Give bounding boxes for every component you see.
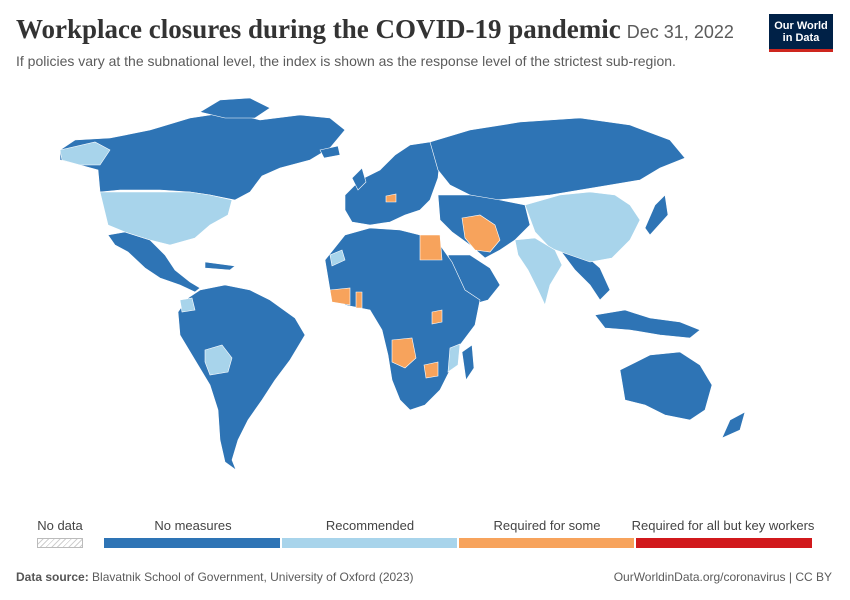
legend-no-data-swatch[interactable] bbox=[37, 538, 83, 548]
title-text: Workplace closures during the COVID-19 p… bbox=[16, 14, 621, 44]
region-new-zealand[interactable] bbox=[721, 411, 746, 439]
region-iceland[interactable] bbox=[319, 145, 341, 159]
region-mozambique[interactable] bbox=[447, 343, 461, 373]
map-required-some-layer bbox=[329, 193, 501, 379]
region-angola[interactable] bbox=[391, 337, 417, 369]
legend-swatch-required-some[interactable] bbox=[458, 537, 635, 549]
region-arctic-islands[interactable] bbox=[199, 97, 271, 119]
legend-swatch-no-measures[interactable] bbox=[103, 537, 281, 549]
region-indonesia[interactable] bbox=[594, 309, 701, 339]
region-europe[interactable] bbox=[344, 141, 441, 226]
logo-line-2: in Data bbox=[782, 32, 820, 44]
region-mexico[interactable] bbox=[107, 231, 201, 293]
region-egypt[interactable] bbox=[419, 234, 443, 261]
region-zimbabwe[interactable] bbox=[423, 361, 439, 379]
region-ecuador[interactable] bbox=[179, 297, 196, 313]
region-australia[interactable] bbox=[619, 351, 713, 421]
footer-url[interactable]: OurWorldinData.org/coronavirus | CC BY bbox=[613, 570, 832, 584]
legend-label-no-measures: No measures bbox=[154, 518, 232, 533]
region-iran[interactable] bbox=[461, 214, 501, 253]
logo-line-1: Our World bbox=[774, 20, 828, 32]
region-west-africa[interactable] bbox=[329, 287, 351, 306]
world-map[interactable] bbox=[0, 95, 850, 495]
region-togo[interactable] bbox=[355, 291, 363, 309]
legend-label-required-some: Required for some bbox=[493, 518, 601, 533]
data-source: Data source: Blavatnik School of Governm… bbox=[16, 570, 414, 584]
date-label[interactable]: Dec 31, 2022 bbox=[626, 22, 734, 42]
data-source-label: Data source: bbox=[16, 570, 89, 584]
map-nomeasures-layer bbox=[59, 97, 746, 471]
chart-subtitle: If policies vary at the subnational leve… bbox=[16, 53, 676, 69]
legend-label-recommended: Recommended bbox=[325, 518, 415, 533]
region-alaska[interactable] bbox=[59, 141, 111, 166]
legend-no-data-label: No data bbox=[37, 518, 83, 533]
region-uk[interactable] bbox=[351, 167, 367, 191]
map-recommended-layer bbox=[59, 141, 641, 376]
data-source-text[interactable]: Blavatnik School of Government, Universi… bbox=[92, 570, 414, 584]
chart-title: Workplace closures during the COVID-19 p… bbox=[16, 14, 734, 45]
legend-swatch-required-all[interactable] bbox=[635, 537, 813, 549]
region-india[interactable] bbox=[514, 237, 563, 306]
owid-logo[interactable]: Our World in Data bbox=[769, 14, 833, 52]
region-united-states[interactable] bbox=[99, 191, 233, 246]
region-caribbean[interactable] bbox=[204, 261, 236, 271]
region-western-sahara[interactable] bbox=[329, 249, 346, 267]
region-madagascar[interactable] bbox=[461, 344, 475, 381]
region-russia[interactable] bbox=[429, 117, 686, 201]
legend-swatch-recommended[interactable] bbox=[281, 537, 458, 549]
region-bolivia[interactable] bbox=[204, 344, 233, 376]
region-south-america[interactable] bbox=[177, 284, 306, 471]
region-japan[interactable] bbox=[644, 194, 669, 236]
region-malawi[interactable] bbox=[431, 309, 443, 325]
region-europe-patch[interactable] bbox=[385, 193, 397, 203]
legend-label-required-all: Required for all but key workers bbox=[631, 518, 815, 533]
